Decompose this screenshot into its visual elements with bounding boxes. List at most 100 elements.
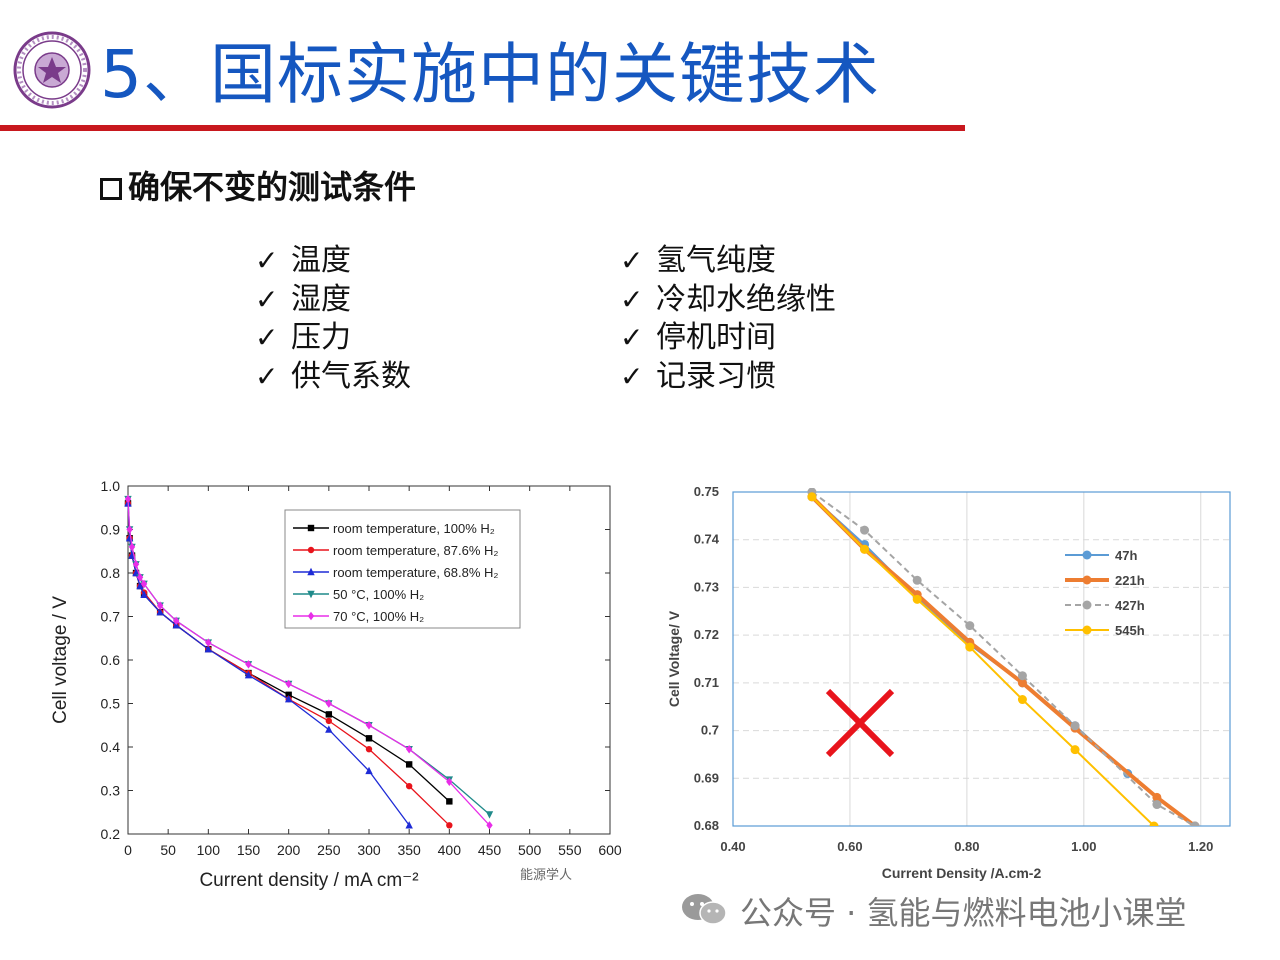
data-point <box>912 594 922 604</box>
university-seal-logo <box>13 31 91 109</box>
red-cross-icon <box>825 688 895 758</box>
section-heading: 确保不变的测试条件 <box>100 162 416 208</box>
y-tick-label: 0.8 <box>101 565 121 581</box>
checkmark-icon: ✓ <box>620 244 644 277</box>
x-tick-label: 1.20 <box>1188 839 1213 854</box>
series <box>807 488 1200 826</box>
account-watermark: 公众号 · 氢能与燃料电池小课堂 <box>680 888 1187 934</box>
legend-entry: room temperature, 87.6% H₂ <box>293 543 498 558</box>
legend-entry: 47h <box>1065 548 1137 563</box>
x-tick-label: 300 <box>357 842 381 858</box>
data-point <box>126 525 133 534</box>
legend-marker <box>1082 550 1092 560</box>
data-point <box>365 766 373 775</box>
y-tick-label: 0.7 <box>701 723 719 738</box>
list-item-label: 温度 <box>291 243 351 278</box>
data-point <box>325 717 333 725</box>
y-tick-label: 0.5 <box>101 696 121 712</box>
x-axis-title: Current density / mA cm⁻² <box>199 870 418 891</box>
x-tick-label: 50 <box>160 842 176 858</box>
legend-label: 221h <box>1115 573 1145 588</box>
y-tick-label: 0.69 <box>694 770 719 785</box>
list-item: ✓ 湿度 <box>255 281 411 320</box>
list-item-label: 供气系数 <box>291 358 411 394</box>
legend-marker <box>1082 600 1092 610</box>
y-tick-label: 0.73 <box>694 579 719 594</box>
checkmark-icon: ✓ <box>255 244 279 277</box>
x-tick-label: 350 <box>397 842 421 858</box>
data-point <box>965 621 975 631</box>
legend-entry: 221h <box>1065 573 1145 588</box>
y-tick-label: 0.6 <box>101 652 121 668</box>
data-point <box>284 694 293 703</box>
y-tick-label: 1.0 <box>101 478 121 494</box>
cross-stroke <box>825 688 895 758</box>
data-point <box>1070 721 1080 731</box>
source-watermark: 能源学人 <box>520 868 573 883</box>
list-item: ✓ 记录习惯 <box>620 358 836 397</box>
x-tick-label: 250 <box>317 842 341 858</box>
data-point <box>446 798 453 805</box>
data-point <box>446 822 453 829</box>
legend-marker <box>1082 625 1092 635</box>
data-point <box>307 567 315 576</box>
data-point <box>860 525 870 535</box>
legend-label: room temperature, 87.6% H₂ <box>333 543 498 558</box>
x-tick-label: 200 <box>277 842 301 858</box>
legend-label: 50 °C, 100% H₂ <box>333 587 424 602</box>
legend-entry: 545h <box>1065 623 1145 638</box>
title-underline <box>0 125 965 131</box>
y-tick-label: 0.75 <box>694 484 719 499</box>
page-title: 5、国标实施中的关键技术 <box>100 36 880 113</box>
data-point <box>204 644 213 653</box>
x-tick-label: 400 <box>438 842 462 858</box>
legend-entry: 70 °C, 100% H₂ <box>293 609 424 624</box>
legend-entry: 427h <box>1065 598 1145 613</box>
list-item: ✓ 温度 <box>255 242 411 281</box>
data-point <box>1017 695 1027 705</box>
square-bullet-icon <box>100 178 122 200</box>
legend-label: 427h <box>1115 598 1145 613</box>
wechat-icon <box>682 894 727 925</box>
checkmark-icon: ✓ <box>255 359 279 393</box>
legend-box <box>284 509 521 629</box>
data-point <box>285 691 292 698</box>
series <box>807 492 1200 826</box>
data-point <box>307 590 315 599</box>
data-point <box>156 601 164 610</box>
data-point <box>307 611 315 621</box>
legend-label: 47h <box>1115 548 1137 563</box>
checkmark-icon: ✓ <box>620 321 644 354</box>
list-item: ✓ 压力 <box>255 319 411 358</box>
data-point <box>965 642 975 652</box>
series-line <box>811 496 1196 826</box>
y-tick-label: 0.71 <box>694 675 719 690</box>
data-point <box>365 721 373 730</box>
y-tick-label: 0.3 <box>101 783 121 799</box>
series-line <box>811 491 1196 826</box>
x-tick-label: 0.60 <box>837 839 862 854</box>
list-item-label: 氢气纯度 <box>656 243 776 278</box>
data-point <box>365 745 373 753</box>
legend-label: 70 °C, 100% H₂ <box>333 609 424 624</box>
data-point <box>156 607 164 616</box>
legend-label: room temperature, 68.8% H₂ <box>333 565 498 580</box>
legend-label: 545h <box>1115 623 1145 638</box>
y-tick-label: 0.7 <box>101 609 121 625</box>
list-item-label: 湿度 <box>291 281 351 317</box>
checkmark-icon: ✓ <box>620 282 644 316</box>
x-tick-label: 100 <box>197 842 221 858</box>
voltage-degradation-chart: 0.68 0.69 0.7 0.71 0.72 0.73 0.74 0.75 0.40 0.60 0… <box>666 484 1231 881</box>
data-point <box>307 546 315 554</box>
x-tick-label: 550 <box>558 842 582 858</box>
x-axis-title: Current Density /A.cm-2 <box>882 865 1042 881</box>
data-point <box>1017 678 1027 688</box>
data-point <box>860 544 870 554</box>
data-point <box>173 616 180 626</box>
data-point <box>325 699 333 708</box>
data-point <box>912 575 922 585</box>
data-point <box>405 761 413 768</box>
y-tick-label: 0.68 <box>694 818 719 833</box>
data-point <box>1070 745 1080 755</box>
data-point <box>140 590 148 598</box>
